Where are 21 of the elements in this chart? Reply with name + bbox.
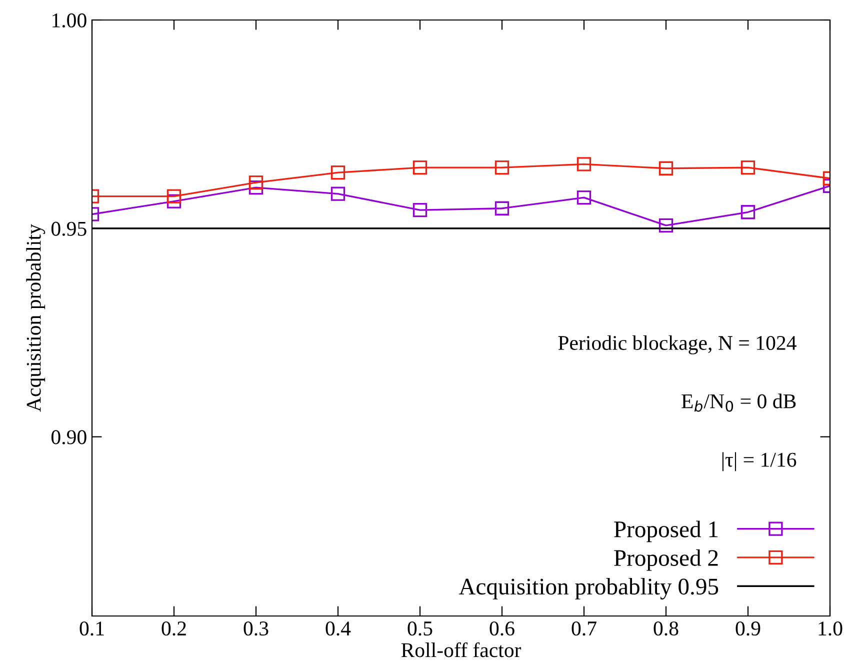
x-tick-label: 0.5	[408, 621, 432, 636]
y-axis-title: Acquisition probablity	[26, 224, 46, 412]
x-tick-label: 0.6	[490, 621, 514, 636]
y-tick-label: 1.00	[52, 13, 86, 28]
x-tick-label: 0.4	[326, 621, 351, 636]
annotation: Periodic blockage, N = 1024	[558, 335, 796, 354]
legend-label: Proposed 2	[614, 549, 718, 571]
annotation: E$_{b}$/N$_{0}$ = 0 dB	[682, 394, 796, 412]
x-tick-label: 0.3	[244, 621, 268, 636]
x-tick-label: 0.8	[654, 621, 678, 636]
y-tick-label: 0.95	[51, 222, 86, 236]
legend-label: Acquisition probablity 0.95	[458, 578, 718, 600]
x-tick-label: 0.9	[736, 621, 760, 636]
x-tick-label: 0.2	[162, 621, 186, 636]
x-axis-title: Roll-off factor	[401, 642, 522, 658]
x-tick-label: 0.1	[80, 621, 104, 636]
annotation: |τ| = 1/16	[722, 452, 796, 472]
x-tick-label: 0.7	[572, 621, 596, 636]
legend-label: Proposed 1	[614, 520, 718, 542]
y-tick-label: 0.90	[51, 430, 86, 444]
x-tick-label: 1.0	[818, 621, 842, 636]
